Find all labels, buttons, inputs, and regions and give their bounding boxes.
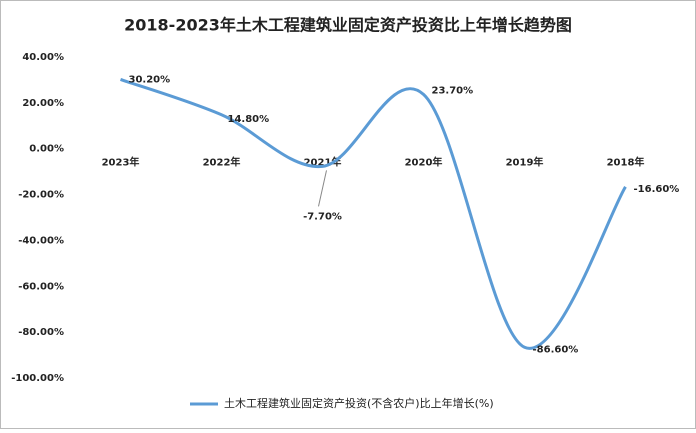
value-label: -16.60% [634, 184, 680, 195]
y-tick-label: 0.00% [29, 144, 64, 155]
series-line [120, 78, 627, 350]
x-tick-label: 2022年 [203, 156, 241, 169]
y-tick-label: -100.00% [11, 373, 64, 384]
value-label: 14.80% [228, 114, 270, 125]
legend-label: 土木工程建筑业固定资产投资(不含农户)比上年增长(%) [224, 396, 494, 410]
value-label: -86.60% [533, 344, 579, 355]
label-leader [318, 170, 327, 207]
y-tick-label: -20.00% [18, 190, 64, 201]
value-label: -7.70% [303, 211, 342, 222]
x-tick-label: 2023年 [102, 156, 140, 169]
y-tick-label: 20.00% [22, 98, 64, 109]
x-tick-label: 2019年 [506, 156, 544, 169]
y-tick-label: -60.00% [18, 281, 64, 292]
x-tick-label: 2020年 [405, 156, 443, 169]
y-tick-label: -80.00% [18, 327, 64, 338]
chart-title: 2018-2023年土木工程建筑业固定资产投资比上年增长趋势图 [124, 16, 572, 35]
x-tick-label: 2018年 [607, 156, 645, 169]
value-label: 23.70% [432, 85, 474, 96]
y-tick-label: -40.00% [18, 235, 64, 246]
y-tick-label: 40.00% [22, 52, 64, 63]
value-label: 30.20% [129, 74, 171, 85]
